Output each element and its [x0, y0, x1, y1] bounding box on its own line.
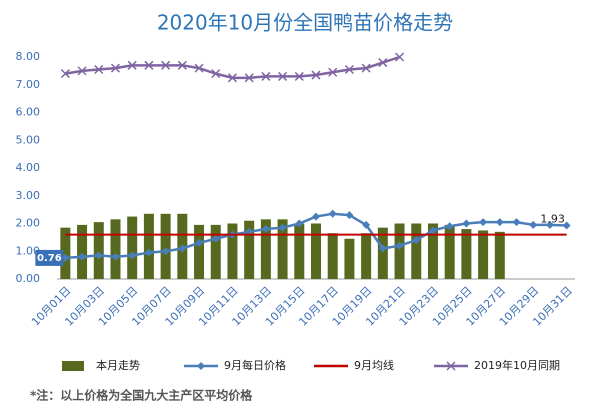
point [110, 63, 121, 73]
bar [194, 224, 205, 279]
bar [244, 220, 255, 279]
point [512, 218, 521, 227]
data-label: 0.76 [37, 253, 62, 264]
point [227, 73, 237, 83]
point [345, 211, 354, 220]
point [161, 247, 170, 256]
point [128, 251, 137, 260]
chart-title: 2020年10月份全国鸭苗价格走势 [157, 11, 453, 35]
point [211, 234, 220, 243]
bar [377, 227, 388, 279]
point [78, 252, 87, 261]
point [328, 209, 337, 218]
bar [327, 233, 338, 279]
y-tick-label: 2.00 [16, 217, 41, 230]
point [344, 64, 354, 75]
point [428, 226, 437, 235]
point [195, 238, 204, 247]
point [462, 219, 471, 228]
bar [260, 219, 271, 279]
bar [127, 216, 138, 279]
point [395, 52, 405, 62]
legend-label: 2019年10月同期 [474, 358, 560, 372]
point [127, 60, 137, 70]
legend-label: 9月均线 [354, 358, 394, 372]
legend-swatch [62, 361, 84, 371]
y-tick-label: 4.00 [16, 161, 41, 174]
y-tick-label: 8.00 [16, 50, 41, 63]
bar [478, 230, 489, 279]
point [545, 220, 554, 229]
point [295, 219, 304, 228]
point [412, 236, 421, 245]
point [311, 70, 321, 80]
point [294, 71, 304, 81]
bar [311, 223, 321, 279]
bar [93, 222, 104, 279]
point [261, 71, 271, 81]
bar [494, 231, 505, 279]
point [278, 223, 287, 232]
data-label-box [35, 249, 64, 266]
point [361, 63, 371, 73]
point [144, 60, 154, 70]
point [378, 244, 387, 253]
y-tick-label: 5.00 [16, 133, 41, 146]
point [161, 60, 171, 70]
point [178, 244, 187, 253]
point [261, 225, 270, 234]
y-tick-label: 6.00 [16, 106, 41, 119]
point [94, 64, 104, 75]
point [395, 241, 404, 250]
bar [277, 219, 288, 279]
point [94, 251, 103, 260]
bar [294, 223, 305, 279]
point [562, 221, 571, 230]
bar [427, 223, 438, 279]
point [278, 71, 288, 81]
y-tick-label: 1.00 [16, 244, 41, 257]
point [77, 66, 87, 76]
bar [143, 213, 154, 279]
point [144, 248, 153, 257]
y-tick-label: 7.00 [16, 78, 41, 91]
point [479, 218, 488, 227]
bar [411, 223, 422, 279]
point [312, 212, 320, 221]
point [495, 218, 504, 227]
bar [361, 233, 372, 279]
bar [227, 223, 238, 279]
bar [160, 213, 171, 279]
point [328, 67, 338, 77]
bar [394, 223, 405, 279]
point [111, 252, 120, 261]
bar [344, 238, 355, 279]
bar [110, 219, 121, 279]
point [445, 222, 454, 231]
point [378, 58, 388, 68]
point [529, 220, 538, 229]
legend-label: 本月走势 [96, 358, 140, 372]
bar [60, 227, 71, 279]
footnote: *注：以上价格为全国九大主产区平均价格 [30, 388, 253, 403]
data-label: 1.93 [540, 212, 565, 225]
legend-swatch [446, 361, 456, 371]
point [362, 220, 371, 229]
y-tick-label: 0.00 [16, 272, 41, 285]
point [60, 69, 70, 79]
point [177, 60, 187, 70]
bar [77, 224, 88, 279]
point [244, 73, 254, 83]
bar [210, 224, 221, 279]
point [211, 69, 221, 79]
y-tick-label: 3.00 [16, 189, 41, 202]
point [194, 63, 204, 73]
legend-swatch [197, 362, 205, 370]
bar [461, 229, 472, 279]
bar [444, 224, 455, 279]
legend-label: 9月每日价格 [224, 358, 286, 372]
